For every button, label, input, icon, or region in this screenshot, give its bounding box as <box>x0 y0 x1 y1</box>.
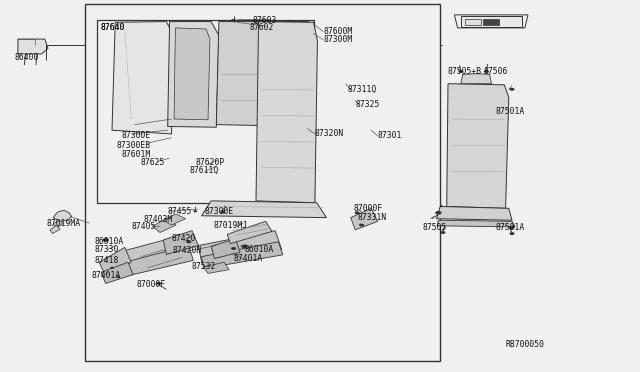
Text: 87000F: 87000F <box>354 204 383 213</box>
Polygon shape <box>216 22 312 126</box>
Circle shape <box>186 240 191 243</box>
Polygon shape <box>461 74 492 84</box>
Text: 87601M: 87601M <box>122 150 151 159</box>
Circle shape <box>440 231 445 234</box>
Bar <box>483 19 499 25</box>
Polygon shape <box>351 208 378 230</box>
Text: 87418: 87418 <box>95 256 119 265</box>
Circle shape <box>509 226 515 229</box>
Polygon shape <box>436 206 512 220</box>
Text: 87620P: 87620P <box>196 158 225 167</box>
Text: 87401A: 87401A <box>234 254 263 263</box>
Text: 87401A: 87401A <box>92 271 121 280</box>
Circle shape <box>156 282 161 285</box>
Circle shape <box>509 88 515 91</box>
Bar <box>465 19 481 25</box>
Text: 86400: 86400 <box>14 53 38 62</box>
Text: 87019MJ: 87019MJ <box>213 221 247 230</box>
Text: RB700050: RB700050 <box>506 340 545 349</box>
Polygon shape <box>202 242 283 269</box>
Polygon shape <box>211 239 240 259</box>
Circle shape <box>241 244 248 248</box>
Text: 87420N: 87420N <box>173 246 202 255</box>
Circle shape <box>359 224 364 227</box>
Text: 87300EB: 87300EB <box>116 141 150 150</box>
Polygon shape <box>198 231 282 262</box>
Circle shape <box>435 211 442 215</box>
Text: 87420: 87420 <box>172 234 196 243</box>
Polygon shape <box>227 221 272 244</box>
Text: 87532: 87532 <box>192 262 216 271</box>
Bar <box>85 4 440 361</box>
Text: 87000F: 87000F <box>136 280 166 289</box>
Circle shape <box>116 276 120 278</box>
Text: 87403M: 87403M <box>144 215 173 224</box>
Text: 87602: 87602 <box>250 23 274 32</box>
Text: 87300M: 87300M <box>323 35 353 44</box>
Polygon shape <box>122 234 189 272</box>
Polygon shape <box>99 247 131 276</box>
Text: 87455: 87455 <box>168 207 192 216</box>
Polygon shape <box>163 231 198 254</box>
Polygon shape <box>53 220 63 228</box>
Polygon shape <box>125 246 193 276</box>
Polygon shape <box>152 219 176 232</box>
Bar <box>461 16 522 27</box>
Circle shape <box>509 232 515 235</box>
Circle shape <box>193 210 197 212</box>
Circle shape <box>458 70 463 73</box>
Text: 87600M: 87600M <box>323 27 353 36</box>
Text: 87325: 87325 <box>355 100 380 109</box>
Text: 87640: 87640 <box>100 23 125 32</box>
Text: 87311Q: 87311Q <box>348 85 377 94</box>
Polygon shape <box>112 22 174 134</box>
Text: 87300E: 87300E <box>122 131 151 140</box>
Text: 87501A: 87501A <box>496 107 525 116</box>
Circle shape <box>484 70 489 73</box>
Bar <box>97 20 314 203</box>
Circle shape <box>231 19 236 22</box>
Circle shape <box>110 267 114 269</box>
Polygon shape <box>168 22 219 127</box>
Polygon shape <box>174 28 210 120</box>
Polygon shape <box>454 15 528 28</box>
Polygon shape <box>101 262 133 283</box>
Text: 87603: 87603 <box>253 16 277 25</box>
Text: 87506: 87506 <box>483 67 508 76</box>
Text: 87505: 87505 <box>422 223 447 232</box>
Text: 87405: 87405 <box>131 222 156 231</box>
Text: 87611Q: 87611Q <box>189 166 219 175</box>
Text: 87640: 87640 <box>100 23 125 32</box>
Polygon shape <box>53 210 72 221</box>
Text: 87501A: 87501A <box>496 223 525 232</box>
Circle shape <box>355 211 360 214</box>
Text: 87505+B: 87505+B <box>448 67 482 76</box>
Polygon shape <box>18 39 48 54</box>
Text: 87019MA: 87019MA <box>47 219 81 228</box>
Text: 87301: 87301 <box>378 131 402 140</box>
Circle shape <box>102 238 109 242</box>
Polygon shape <box>163 214 186 225</box>
Polygon shape <box>204 262 229 273</box>
Text: 86010A: 86010A <box>244 245 274 254</box>
Circle shape <box>220 211 225 214</box>
Text: 87331N: 87331N <box>357 213 387 222</box>
Circle shape <box>231 247 236 250</box>
Polygon shape <box>50 225 60 234</box>
Polygon shape <box>447 84 509 208</box>
Polygon shape <box>256 22 317 203</box>
Polygon shape <box>202 201 326 218</box>
Polygon shape <box>437 220 515 227</box>
Text: 86010A: 86010A <box>95 237 124 246</box>
Text: 87330: 87330 <box>95 245 119 254</box>
Text: 87320N: 87320N <box>315 129 344 138</box>
Text: 87625: 87625 <box>141 158 165 167</box>
Text: 87300E: 87300E <box>205 207 234 216</box>
